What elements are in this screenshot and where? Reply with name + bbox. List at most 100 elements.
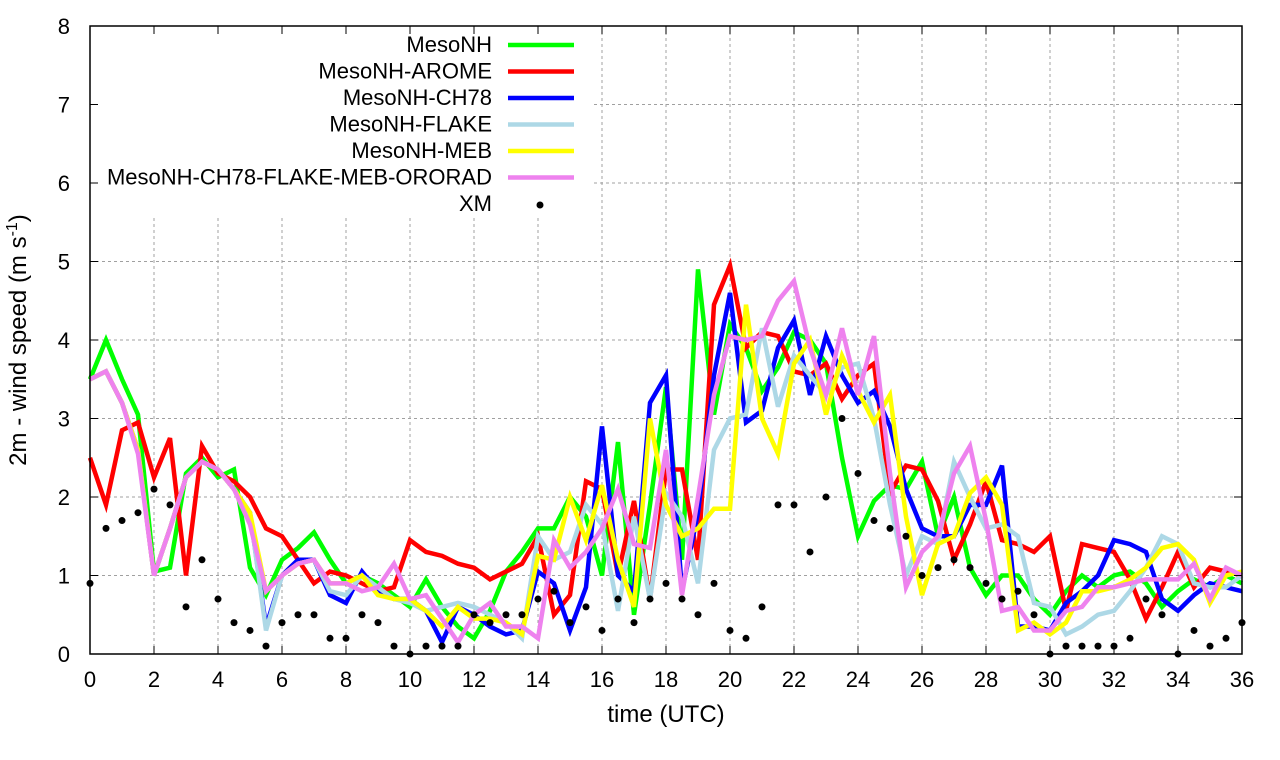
y-tick-labels: 0 1 2 3 4 5 6 7 8 <box>58 14 70 667</box>
data-point <box>262 642 270 650</box>
legend-item: MesoNH-CH78 <box>343 85 574 110</box>
data-point <box>246 626 254 634</box>
x-tick-label: 0 <box>84 667 96 692</box>
data-point <box>550 587 558 595</box>
series-line-mesonh-ch78-flake-meb-ororad <box>89 276 1243 647</box>
data-point <box>950 556 958 564</box>
data-point <box>470 611 478 619</box>
y-tick-label: 8 <box>58 14 70 39</box>
data-point <box>278 619 286 627</box>
x-tick-label: 6 <box>276 667 288 692</box>
data-point <box>822 493 830 501</box>
data-point <box>598 626 606 634</box>
data-point <box>1190 626 1198 634</box>
x-axis-label: time (UTC) <box>607 701 724 728</box>
data-point <box>774 501 782 509</box>
data-point <box>438 642 446 650</box>
legend-label: MesoNH-MEB <box>351 138 492 163</box>
legend-swatch <box>536 201 544 209</box>
data-point <box>358 611 366 619</box>
legend-label: MesoNH-FLAKE <box>329 112 492 137</box>
y-tick-label: 6 <box>58 171 70 196</box>
legend-item: MesoNH <box>406 32 574 57</box>
data-point <box>326 634 334 642</box>
data-point <box>534 595 542 603</box>
data-point <box>422 642 430 650</box>
data-point <box>214 595 222 603</box>
data-point <box>1142 595 1150 603</box>
legend-item: XM <box>459 191 544 216</box>
x-tick-label: 12 <box>462 667 486 692</box>
x-tick-label: 24 <box>846 667 870 692</box>
data-point <box>806 548 814 556</box>
data-point <box>230 619 238 627</box>
data-point <box>1078 642 1086 650</box>
data-point <box>742 634 750 642</box>
x-tick-label: 36 <box>1230 667 1254 692</box>
legend-label: MesoNH-CH78-FLAKE-MEB-ORORAD <box>107 165 492 190</box>
y-axis-label: 2m - wind speed (m s-1) <box>4 214 32 466</box>
data-point <box>886 524 894 532</box>
data-point <box>918 572 926 579</box>
data-point <box>374 619 382 627</box>
axis-ticks <box>89 25 1243 655</box>
x-tick-label: 18 <box>654 667 678 692</box>
data-point <box>518 611 526 619</box>
x-tick-label: 16 <box>590 667 614 692</box>
data-point <box>1158 611 1166 619</box>
data-point <box>630 619 638 627</box>
data-point <box>854 469 862 477</box>
legend-background <box>91 27 591 217</box>
x-tick-label: 28 <box>974 667 998 692</box>
y-tick-label: 3 <box>58 407 70 432</box>
legend-item: MesoNH-FLAKE <box>329 112 574 137</box>
data-point <box>166 501 174 509</box>
data-point <box>454 642 462 650</box>
data-point <box>582 603 590 611</box>
x-tick-label: 34 <box>1166 667 1190 692</box>
data-point <box>502 611 510 619</box>
data-point <box>870 517 878 525</box>
x-tick-label: 22 <box>782 667 806 692</box>
legend-item: MesoNH-AROME <box>318 59 574 84</box>
data-point <box>694 611 702 619</box>
data-point <box>678 595 686 603</box>
x-tick-label: 20 <box>718 667 742 692</box>
series-xm <box>86 415 1246 658</box>
data-point <box>390 642 398 650</box>
data-point <box>998 595 1006 603</box>
x-tick-label: 14 <box>526 667 550 692</box>
data-point <box>150 485 158 493</box>
legend-item: MesoNH-MEB <box>351 138 574 163</box>
y-axis-label-end: ) <box>5 214 32 222</box>
data-point <box>934 564 942 572</box>
data-point <box>566 619 574 627</box>
data-point <box>758 603 766 611</box>
x-tick-label: 30 <box>1038 667 1062 692</box>
y-tick-label: 1 <box>58 564 70 589</box>
legend-label: MesoNH-CH78 <box>343 85 492 110</box>
data-point <box>1062 642 1070 650</box>
x-tick-label: 26 <box>910 667 934 692</box>
series-layer <box>86 257 1246 658</box>
data-point <box>902 532 910 540</box>
data-point <box>182 603 190 611</box>
y-axis-label-main: 2m - wind speed (m s <box>5 236 32 465</box>
data-point <box>1126 634 1134 642</box>
legend-item: MesoNH-CH78-FLAKE-MEB-ORORAD <box>107 165 574 190</box>
grid <box>90 26 1242 654</box>
y-tick-label: 4 <box>58 328 70 353</box>
data-point <box>486 619 494 627</box>
legend-label: MesoNH-AROME <box>318 59 492 84</box>
data-point <box>294 611 302 619</box>
data-point <box>1206 642 1214 650</box>
x-tick-label: 10 <box>398 667 422 692</box>
x-tick-label: 2 <box>148 667 160 692</box>
legend-label: MesoNH <box>406 32 492 57</box>
data-point <box>790 501 798 509</box>
y-tick-label: 0 <box>58 642 70 667</box>
y-axis-label-sup: -1 <box>4 222 21 236</box>
data-point <box>342 634 350 642</box>
data-point <box>1094 642 1102 650</box>
